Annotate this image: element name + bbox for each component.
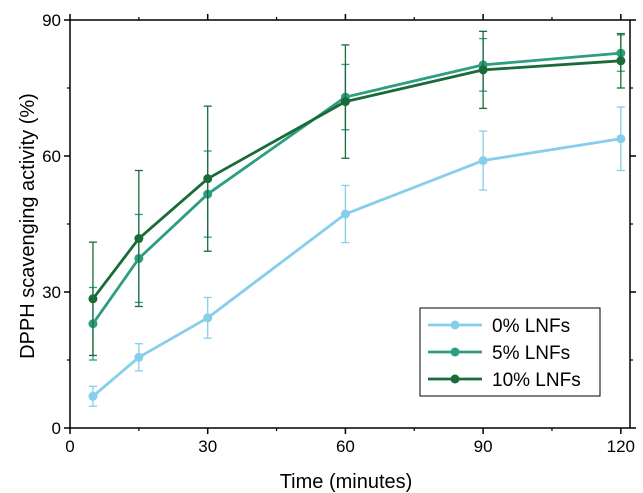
y-tick-label: 30 (42, 283, 61, 302)
legend: 0% LNFs 5% LNFs 10% LNFs (419, 307, 601, 397)
series-2 (88, 30, 626, 357)
legend-label: 0% LNFs (492, 316, 570, 337)
legend-marker (450, 320, 460, 330)
x-axis-label: Time (minutes) (280, 471, 413, 493)
data-point (478, 156, 488, 166)
legend-marker (450, 374, 460, 384)
data-point (134, 234, 144, 244)
legend-marker (450, 347, 460, 357)
x-tick-label: 120 (607, 437, 635, 456)
y-axis: 0 30 60 90 (42, 11, 636, 438)
data-point (134, 352, 144, 362)
x-tick-label: 60 (336, 437, 355, 456)
data-point (478, 65, 488, 75)
legend-label: 5% LNFs (492, 343, 570, 364)
data-point (88, 294, 98, 304)
data-point (616, 56, 626, 66)
data-point (203, 174, 213, 184)
x-axis: 0 30 60 90 120 (65, 14, 635, 456)
legend-label: 10% LNFs (492, 370, 581, 391)
series-line (92, 137, 622, 398)
x-tick-label: 0 (65, 437, 74, 456)
data-point (340, 209, 350, 219)
data-point (88, 391, 98, 401)
series-line (91, 51, 621, 325)
y-axis-label: DPPH scavenging activity (%) (17, 93, 39, 359)
y-tick-label: 60 (42, 147, 61, 166)
y-tick-label: 90 (42, 11, 61, 30)
x-tick-label: 90 (474, 437, 493, 456)
data-point (203, 313, 213, 323)
data-point (616, 134, 626, 144)
x-tick-label: 30 (198, 437, 217, 456)
series-layer (88, 30, 626, 407)
series-0 (88, 106, 626, 407)
y-tick-label: 0 (52, 419, 61, 438)
series-line (91, 59, 621, 300)
data-point (340, 97, 350, 107)
